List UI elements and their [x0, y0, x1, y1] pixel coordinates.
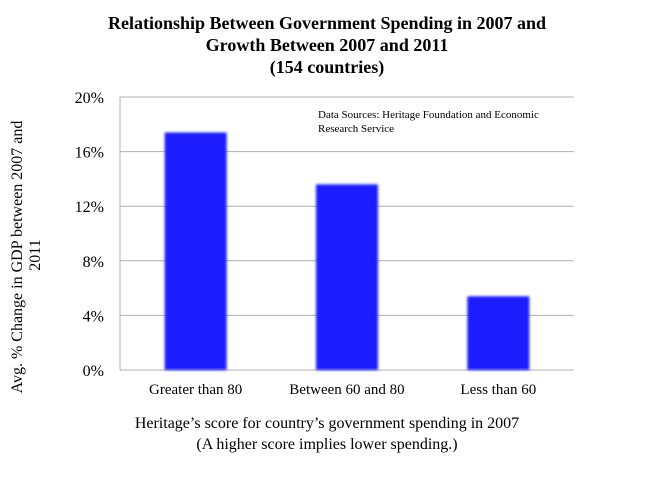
x-category-label: Greater than 80: [149, 382, 242, 398]
y-axis-title-line-2: 2011: [27, 239, 44, 270]
bar: [316, 184, 378, 370]
data-source-note: Research Service: [318, 123, 394, 135]
x-category-label: Less than 60: [460, 382, 536, 398]
chart-title-line-1: Relationship Between Government Spending…: [107, 13, 547, 33]
chart-title-line-3: (154 countries): [269, 57, 385, 77]
data-source-note: Data Sources: Heritage Foundation and Ec…: [318, 109, 539, 121]
chart-title-line-2: Growth Between 2007 and 2011: [205, 35, 449, 55]
y-tick-label: 0%: [83, 363, 104, 380]
y-tick-label: 8%: [83, 254, 104, 271]
y-tick-label: 12%: [75, 199, 104, 216]
x-axis-title-line-2: (A higher score implies lower spending.): [196, 436, 458, 453]
y-axis-title: Avg. % Change in GDP between 2007 and 20…: [9, 117, 44, 394]
bar: [467, 296, 530, 370]
y-tick-label: 16%: [75, 145, 104, 162]
y-tick-label: 4%: [83, 308, 104, 325]
x-category-label: Between 60 and 80: [289, 382, 404, 398]
chart-title: Relationship Between Government Spending…: [0, 12, 654, 78]
y-axis-title-line-1: Avg. % Change in GDP between 2007 and: [9, 121, 26, 394]
y-tick-label: 20%: [75, 90, 104, 107]
x-axis-title: Heritage’s score for country’s governmen…: [0, 413, 654, 455]
x-axis-title-line-1: Heritage’s score for country’s governmen…: [134, 415, 520, 432]
bar: [164, 132, 227, 370]
